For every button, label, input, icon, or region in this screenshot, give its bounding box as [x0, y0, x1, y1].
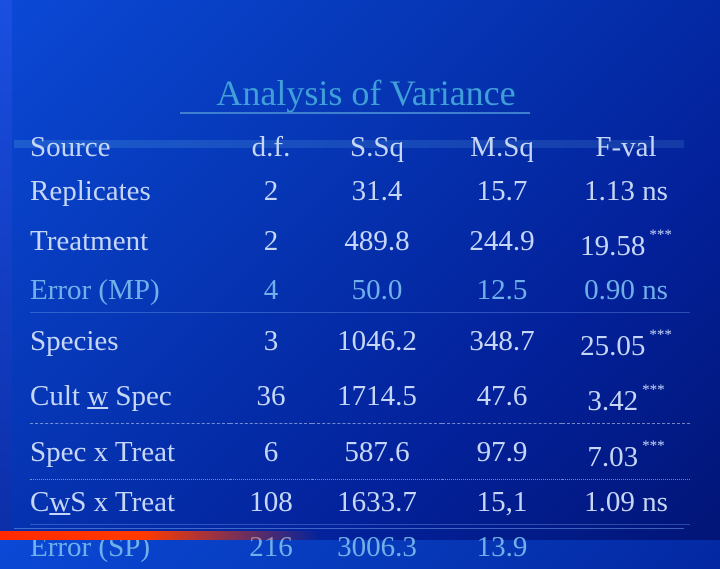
fval-cell: 3.42***: [562, 368, 690, 424]
significance-marker: ***: [642, 382, 665, 398]
fval-text: 1.13 ns: [584, 175, 668, 207]
fval-cell: [562, 525, 690, 569]
df-cell: 2: [230, 213, 312, 268]
ms-cell: 13.9: [442, 525, 562, 569]
fval-text: 19.58: [580, 230, 645, 262]
source-cell: Species: [30, 313, 230, 369]
header-ss: S.Sq: [312, 125, 442, 169]
ms-cell: 244.9: [442, 213, 562, 268]
source-cell: Cult w Spec: [30, 368, 230, 424]
df-cell: 108: [230, 480, 312, 525]
table-row: Cult w Spec 36 1714.5 47.6 3.42***: [30, 368, 690, 424]
df-cell: 3: [230, 313, 312, 369]
significance-marker: ***: [649, 227, 672, 243]
ss-cell: 1633.7: [312, 480, 442, 525]
ms-cell: 348.7: [442, 313, 562, 369]
source-text: C: [30, 486, 49, 518]
table-row: Species 3 1046.2 348.7 25.05***: [30, 313, 690, 369]
source-text-rest: Spec: [108, 380, 172, 412]
source-text: Error (MP): [30, 274, 160, 306]
source-cell: Treatment: [30, 213, 230, 268]
header-source: Source: [30, 125, 230, 169]
fval-text: 3.42: [587, 385, 638, 417]
bottom-rule: [14, 528, 684, 529]
header-ms: M.Sq: [442, 125, 562, 169]
source-underlined-text: w: [49, 486, 70, 518]
fval-cell: 0.90 ns: [562, 268, 690, 313]
table-row: Treatment 2 489.8 244.9 19.58***: [30, 213, 690, 268]
fval-cell: 19.58***: [562, 213, 690, 268]
source-cell: Error (MP): [30, 268, 230, 313]
slide-title: Analysis of Variance: [0, 72, 720, 114]
source-cell: Spec x Treat: [30, 424, 230, 480]
fval-text: 25.05: [580, 330, 645, 362]
header-df: d.f.: [230, 125, 312, 169]
ss-cell: 3006.3: [312, 525, 442, 569]
table-row: Replicates 2 31.4 15.7 1.13 ns: [30, 169, 690, 213]
ss-cell: 1714.5: [312, 368, 442, 424]
source-text-rest: S x Treat: [70, 486, 175, 518]
df-cell: 36: [230, 368, 312, 424]
ss-cell: 50.0: [312, 268, 442, 313]
fval-cell: 7.03***: [562, 424, 690, 480]
significance-marker: ***: [649, 327, 672, 343]
ss-cell: 489.8: [312, 213, 442, 268]
fval-text: 0.90 ns: [584, 274, 668, 306]
fval-text: 1.09 ns: [584, 486, 668, 518]
fval-cell: 1.13 ns: [562, 169, 690, 213]
ss-cell: 31.4: [312, 169, 442, 213]
ms-cell: 97.9: [442, 424, 562, 480]
df-cell: 4: [230, 268, 312, 313]
source-text: Spec x Treat: [30, 436, 175, 468]
ms-cell: 15.7: [442, 169, 562, 213]
ms-cell: 12.5: [442, 268, 562, 313]
df-cell: 2: [230, 169, 312, 213]
title-underline: [180, 112, 530, 114]
source-text: Cult: [30, 380, 87, 412]
source-text: Species: [30, 325, 119, 357]
significance-marker: ***: [642, 438, 665, 454]
ss-cell: 1046.2: [312, 313, 442, 369]
source-underlined-text: w: [87, 380, 108, 412]
ss-cell: 587.6: [312, 424, 442, 480]
df-cell: 6: [230, 424, 312, 480]
table-header-row: Source d.f. S.Sq M.Sq F-val: [30, 125, 690, 169]
header-fval: F-val: [562, 125, 690, 169]
fval-text: 7.03: [587, 441, 638, 473]
source-cell: Replicates: [30, 169, 230, 213]
table-row: Spec x Treat 6 587.6 97.9 7.03***: [30, 424, 690, 480]
fval-cell: 1.09 ns: [562, 480, 690, 525]
ms-cell: 47.6: [442, 368, 562, 424]
table-row: CwS x Treat 108 1633.7 15,1 1.09 ns: [30, 480, 690, 525]
source-text: Replicates: [30, 175, 151, 207]
anova-table: Source d.f. S.Sq M.Sq F-val Replicates 2…: [30, 125, 690, 569]
source-cell: CwS x Treat: [30, 480, 230, 525]
fval-cell: 25.05***: [562, 313, 690, 369]
source-text: Treatment: [30, 225, 148, 257]
bottom-accent-bar: [0, 531, 320, 540]
ms-cell: 15,1: [442, 480, 562, 525]
table-row: Error (MP) 4 50.0 12.5 0.90 ns: [30, 268, 690, 313]
